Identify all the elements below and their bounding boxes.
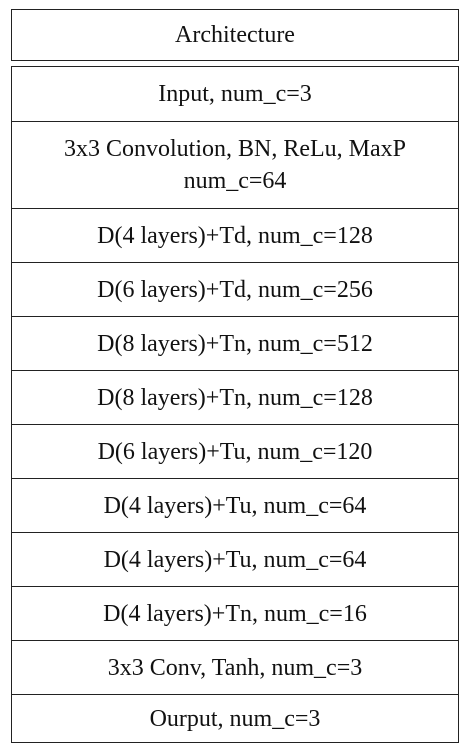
row-text: D(8 layers)+Tn, num_c=128 <box>97 384 373 411</box>
table-row-input: Input, num_c=3 <box>12 67 458 122</box>
table-row-dense-block-5: D(6 layers)+Tu, num_c=120 <box>12 425 458 479</box>
row-text: 3x3 Conv, Tanh, num_c=3 <box>107 654 363 681</box>
row-text-line-1: 3x3 Convolution, BN, ReLu, MaxP <box>63 136 406 162</box>
architecture-table: Input, num_c=3 3x3 Convolution, BN, ReLu… <box>11 66 459 743</box>
row-text: Ourput, num_c=3 <box>149 705 321 732</box>
row-text: D(8 layers)+Tn, num_c=512 <box>97 330 373 357</box>
architecture-header: Architecture <box>11 9 459 61</box>
row-text: D(4 layers)+Td, num_c=128 <box>97 222 373 249</box>
table-row-dense-block-3: D(8 layers)+Tn, num_c=512 <box>12 317 458 371</box>
row-text: D(6 layers)+Td, num_c=256 <box>97 276 373 303</box>
table-row-final-conv: 3x3 Conv, Tanh, num_c=3 <box>12 641 458 695</box>
table-row-convolution: 3x3 Convolution, BN, ReLu, MaxP num_c=64 <box>12 122 458 209</box>
row-text: D(4 layers)+Tu, num_c=64 <box>103 546 367 573</box>
table-row-dense-block-1: D(4 layers)+Td, num_c=128 <box>12 209 458 263</box>
table-row-dense-block-8: D(4 layers)+Tn, num_c=16 <box>12 587 458 641</box>
table-row-dense-block-2: D(6 layers)+Td, num_c=256 <box>12 263 458 317</box>
row-text: D(6 layers)+Tu, num_c=120 <box>97 438 373 465</box>
table-row-output: Ourput, num_c=3 <box>12 695 458 742</box>
row-text: Input, num_c=3 <box>158 81 312 107</box>
row-text-line-2: num_c=64 <box>183 168 287 194</box>
row-text: D(4 layers)+Tu, num_c=64 <box>103 492 367 519</box>
row-text: D(4 layers)+Tn, num_c=16 <box>103 600 367 627</box>
architecture-title: Architecture <box>175 21 295 48</box>
table-row-dense-block-7: D(4 layers)+Tu, num_c=64 <box>12 533 458 587</box>
table-row-dense-block-6: D(4 layers)+Tu, num_c=64 <box>12 479 458 533</box>
table-row-dense-block-4: D(8 layers)+Tn, num_c=128 <box>12 371 458 425</box>
